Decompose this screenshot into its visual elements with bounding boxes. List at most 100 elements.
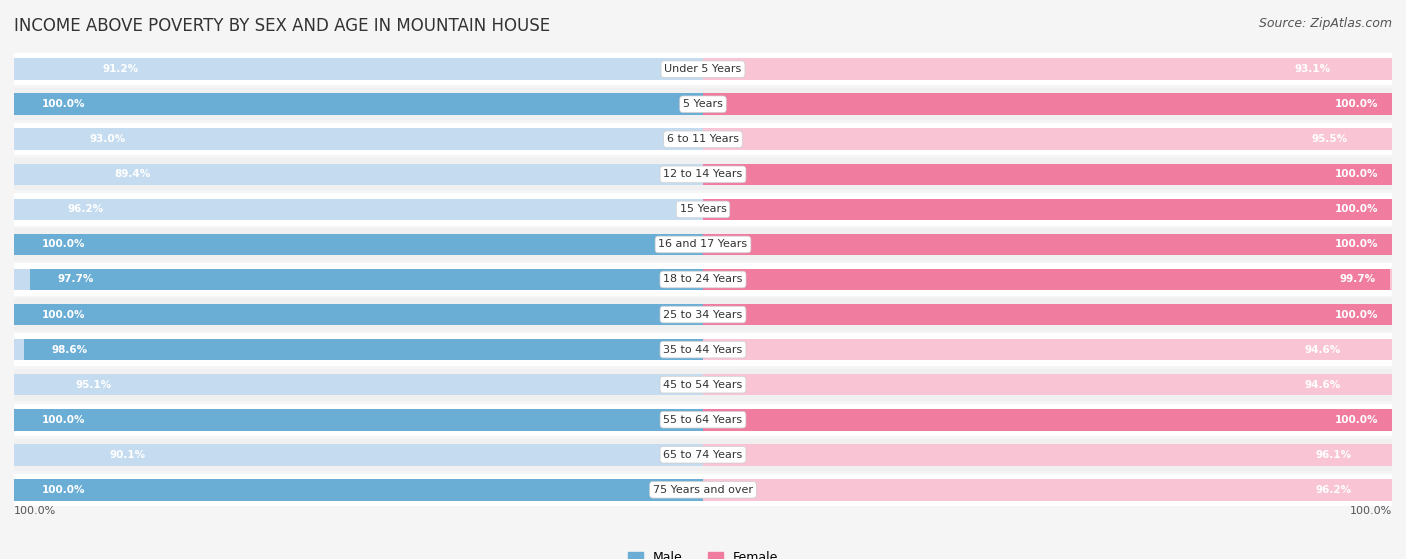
Text: 100.0%: 100.0% xyxy=(1334,239,1378,249)
Bar xyxy=(75,58,703,80)
Text: 100.0%: 100.0% xyxy=(1334,169,1378,179)
Text: 89.4%: 89.4% xyxy=(115,169,150,179)
Bar xyxy=(14,404,1392,436)
Bar xyxy=(14,234,703,255)
Bar xyxy=(703,374,1355,395)
Bar xyxy=(703,58,1344,80)
Bar xyxy=(703,479,1365,501)
Bar xyxy=(14,374,703,395)
Legend: Male, Female: Male, Female xyxy=(623,546,783,559)
Text: 65 to 74 Years: 65 to 74 Years xyxy=(664,449,742,459)
Bar xyxy=(14,164,703,185)
Bar xyxy=(703,164,1392,185)
Text: INCOME ABOVE POVERTY BY SEX AND AGE IN MOUNTAIN HOUSE: INCOME ABOVE POVERTY BY SEX AND AGE IN M… xyxy=(14,17,550,35)
Bar xyxy=(703,409,1392,430)
Bar xyxy=(41,198,703,220)
Bar xyxy=(14,299,1392,331)
Bar xyxy=(24,339,703,361)
Bar xyxy=(14,304,703,325)
Text: Source: ZipAtlas.com: Source: ZipAtlas.com xyxy=(1258,17,1392,30)
Text: 94.6%: 94.6% xyxy=(1305,344,1341,354)
Bar xyxy=(14,409,703,430)
Text: 100.0%: 100.0% xyxy=(14,506,56,517)
Bar xyxy=(703,198,1392,220)
Text: 98.6%: 98.6% xyxy=(51,344,87,354)
Bar xyxy=(14,304,703,325)
Text: 5 Years: 5 Years xyxy=(683,100,723,110)
Bar xyxy=(14,479,703,501)
Text: 6 to 11 Years: 6 to 11 Years xyxy=(666,134,740,144)
Text: Under 5 Years: Under 5 Years xyxy=(665,64,741,74)
Bar xyxy=(703,93,1392,115)
Bar xyxy=(703,58,1392,80)
Text: 100.0%: 100.0% xyxy=(42,310,86,320)
Bar xyxy=(14,123,1392,155)
Bar xyxy=(703,269,1391,290)
Bar xyxy=(14,234,703,255)
Text: 90.1%: 90.1% xyxy=(110,449,146,459)
Text: 55 to 64 Years: 55 to 64 Years xyxy=(664,415,742,425)
Bar xyxy=(703,198,1392,220)
Bar xyxy=(83,444,703,466)
Text: 97.7%: 97.7% xyxy=(58,274,94,285)
Bar xyxy=(14,479,703,501)
Bar xyxy=(703,479,1392,501)
Text: 100.0%: 100.0% xyxy=(42,415,86,425)
Text: 12 to 14 Years: 12 to 14 Years xyxy=(664,169,742,179)
Bar xyxy=(14,58,703,80)
Text: 15 Years: 15 Years xyxy=(679,205,727,215)
Bar xyxy=(703,129,1392,150)
Text: 100.0%: 100.0% xyxy=(42,100,86,110)
Text: 18 to 24 Years: 18 to 24 Years xyxy=(664,274,742,285)
Bar xyxy=(703,269,1392,290)
Text: 100.0%: 100.0% xyxy=(1334,100,1378,110)
Bar xyxy=(14,409,703,430)
Text: 91.2%: 91.2% xyxy=(103,64,138,74)
Bar xyxy=(703,93,1392,115)
Bar xyxy=(14,444,703,466)
Text: 35 to 44 Years: 35 to 44 Years xyxy=(664,344,742,354)
Text: 75 Years and over: 75 Years and over xyxy=(652,485,754,495)
Bar xyxy=(14,473,1392,506)
Text: 100.0%: 100.0% xyxy=(1334,205,1378,215)
Bar xyxy=(703,164,1392,185)
Bar xyxy=(48,374,703,395)
Text: 96.2%: 96.2% xyxy=(67,205,104,215)
Bar xyxy=(703,304,1392,325)
Bar xyxy=(703,339,1355,361)
Bar xyxy=(703,339,1392,361)
Text: 96.2%: 96.2% xyxy=(1316,485,1353,495)
Bar xyxy=(703,374,1392,395)
Text: 100.0%: 100.0% xyxy=(1350,506,1392,517)
Bar xyxy=(14,93,703,115)
Bar xyxy=(703,234,1392,255)
Bar xyxy=(14,439,1392,471)
Text: 99.7%: 99.7% xyxy=(1340,274,1376,285)
Bar xyxy=(14,53,1392,86)
Bar xyxy=(703,129,1361,150)
Text: 25 to 34 Years: 25 to 34 Years xyxy=(664,310,742,320)
Bar xyxy=(703,409,1392,430)
Bar xyxy=(14,93,703,115)
Bar xyxy=(14,368,1392,401)
Bar xyxy=(14,193,1392,225)
Bar xyxy=(703,304,1392,325)
Bar xyxy=(14,334,1392,366)
Text: 100.0%: 100.0% xyxy=(42,485,86,495)
Bar xyxy=(703,444,1365,466)
Text: 45 to 54 Years: 45 to 54 Years xyxy=(664,380,742,390)
Text: 100.0%: 100.0% xyxy=(1334,415,1378,425)
Bar xyxy=(14,228,1392,260)
Bar xyxy=(14,129,703,150)
Text: 95.5%: 95.5% xyxy=(1310,134,1347,144)
Text: 94.6%: 94.6% xyxy=(1305,380,1341,390)
Bar xyxy=(62,129,703,150)
Text: 100.0%: 100.0% xyxy=(42,239,86,249)
Bar xyxy=(703,444,1392,466)
Text: 93.0%: 93.0% xyxy=(90,134,127,144)
Text: 96.1%: 96.1% xyxy=(1315,449,1351,459)
Bar xyxy=(30,269,703,290)
Text: 95.1%: 95.1% xyxy=(76,380,111,390)
Bar xyxy=(703,234,1392,255)
Bar xyxy=(14,339,703,361)
